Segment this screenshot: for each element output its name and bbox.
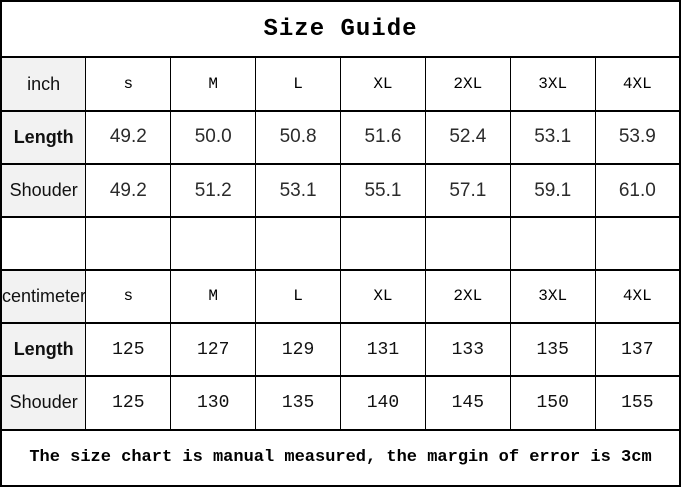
value-cell: 53.9 [594, 109, 681, 166]
value-cell: 52.4 [424, 109, 511, 166]
empty-cell [170, 216, 257, 271]
value-cell: 145 [424, 375, 511, 431]
empty-cell [594, 216, 681, 271]
size-col-header: 3XL [509, 268, 596, 324]
size-col-header: L [255, 56, 341, 112]
inch-size-header-row: inch s M L XL 2XL 3XL 4XL [0, 56, 681, 112]
empty-cell [255, 216, 341, 271]
value-cell: 155 [594, 375, 681, 431]
row-label-length: Length [0, 321, 87, 378]
value-cell: 135 [509, 321, 596, 378]
value-cell: 135 [255, 375, 341, 431]
size-col-header: 3XL [509, 56, 596, 112]
size-col-header: 2XL [424, 56, 511, 112]
row-label-shoulder: Shouder [0, 375, 87, 431]
value-cell: 50.0 [170, 109, 257, 166]
size-col-header: 2XL [424, 268, 511, 324]
empty-cell [340, 216, 426, 271]
value-cell: 131 [340, 321, 426, 378]
size-col-header: XL [340, 268, 426, 324]
spacer-row [0, 216, 681, 271]
measurement-disclaimer: The size chart is manual measured, the m… [0, 428, 681, 487]
value-cell: 57.1 [424, 163, 511, 219]
size-col-header: 4XL [594, 56, 681, 112]
empty-cell [509, 216, 596, 271]
inch-shoulder-row: Shouder 49.2 51.2 53.1 55.1 57.1 59.1 61… [0, 163, 681, 219]
value-cell: 127 [170, 321, 257, 378]
centimeter-size-header-row: centimeter s M L XL 2XL 3XL 4XL [0, 268, 681, 324]
empty-cell [424, 216, 511, 271]
size-col-header: s [85, 268, 172, 324]
inch-length-row: Length 49.2 50.0 50.8 51.6 52.4 53.1 53.… [0, 109, 681, 166]
value-cell: 61.0 [594, 163, 681, 219]
value-cell: 133 [424, 321, 511, 378]
value-cell: 125 [85, 375, 172, 431]
empty-cell [85, 216, 172, 271]
value-cell: 53.1 [255, 163, 341, 219]
size-col-header: XL [340, 56, 426, 112]
title-row: Size Guide [0, 0, 681, 59]
value-cell: 55.1 [340, 163, 426, 219]
value-cell: 140 [340, 375, 426, 431]
value-cell: 137 [594, 321, 681, 378]
value-cell: 150 [509, 375, 596, 431]
value-cell: 49.2 [85, 163, 172, 219]
value-cell: 130 [170, 375, 257, 431]
row-label-shoulder: Shouder [0, 163, 87, 219]
size-col-header: 4XL [594, 268, 681, 324]
size-col-header: M [170, 268, 257, 324]
value-cell: 51.2 [170, 163, 257, 219]
value-cell: 50.8 [255, 109, 341, 166]
unit-label-inch: inch [0, 56, 87, 112]
value-cell: 125 [85, 321, 172, 378]
value-cell: 53.1 [509, 109, 596, 166]
value-cell: 59.1 [509, 163, 596, 219]
page-title: Size Guide [0, 0, 681, 59]
empty-cell [0, 216, 87, 271]
value-cell: 51.6 [340, 109, 426, 166]
centimeter-length-row: Length 125 127 129 131 133 135 137 [0, 321, 681, 378]
value-cell: 129 [255, 321, 341, 378]
unit-label-centimeter: centimeter [0, 268, 87, 324]
size-col-header: s [85, 56, 172, 112]
footer-row: The size chart is manual measured, the m… [0, 428, 681, 487]
row-label-length: Length [0, 109, 87, 166]
centimeter-shoulder-row: Shouder 125 130 135 140 145 150 155 [0, 375, 681, 431]
size-col-header: L [255, 268, 341, 324]
value-cell: 49.2 [85, 109, 172, 166]
size-col-header: M [170, 56, 257, 112]
